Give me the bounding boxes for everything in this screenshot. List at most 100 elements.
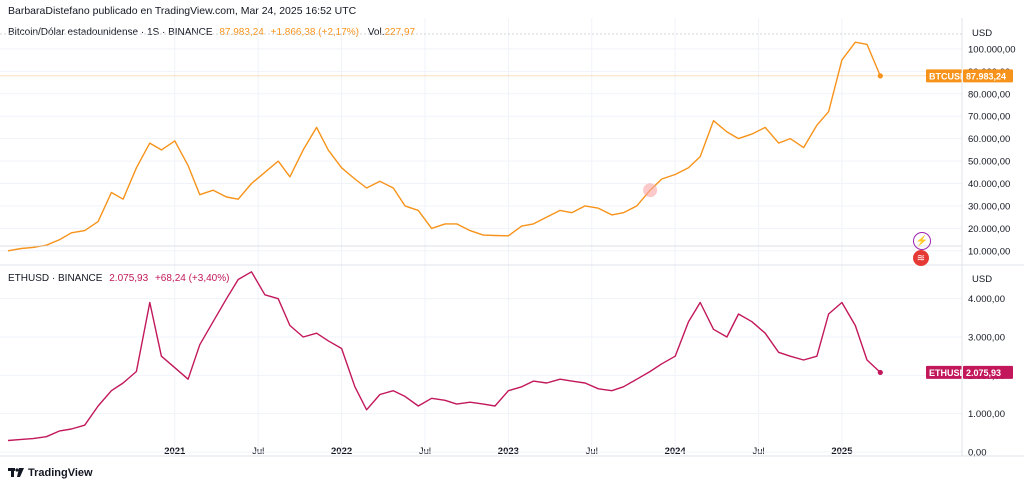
eth-data-point: [816, 356, 817, 357]
eth-price-tag: [963, 365, 1013, 379]
btc-data-point: [751, 134, 752, 135]
btc-data-point: [393, 187, 394, 188]
eth-data-point: [790, 356, 791, 357]
btc-legend: Bitcoin/Dólar estadounidense · 1S · BINA…: [8, 27, 415, 38]
btc-y-tick-label: 30.000,00: [968, 201, 1010, 212]
btc-event-marker[interactable]: [643, 183, 658, 198]
btc-data-point: [623, 212, 624, 213]
eth-data-point: [289, 325, 290, 326]
btc-symbol-tag-label: BTCUSD: [929, 71, 967, 81]
eth-data-point: [726, 336, 727, 337]
btc-data-point: [238, 199, 239, 200]
eth-data-point: [97, 405, 98, 406]
eth-data-point: [803, 359, 804, 360]
btc-price: 87.983,24: [219, 27, 264, 38]
eth-data-point: [650, 371, 651, 372]
eth-data-point: [841, 302, 842, 303]
eth-pane: USD0,001.000,002.000,003.000,004.000,00E…: [0, 271, 1013, 459]
eth-data-point: [71, 428, 72, 429]
btc-data-point: [328, 149, 329, 150]
btc-data-point: [726, 131, 727, 132]
eth-data-point: [559, 379, 560, 380]
eth-data-point: [238, 279, 239, 280]
eth-data-point: [84, 425, 85, 426]
btc-symbol[interactable]: Bitcoin/Dólar estadounidense · 1S · BINA…: [8, 27, 213, 38]
btc-data-point: [700, 156, 701, 157]
btc-volume-label: Vol.: [367, 27, 385, 38]
eth-data-point: [366, 409, 367, 410]
eth-data-point: [7, 440, 8, 441]
eth-data-point: [738, 313, 739, 314]
eth-symbol[interactable]: ETHUSD · BINANCE: [8, 273, 103, 284]
btc-data-point: [149, 143, 150, 144]
btc-data-point: [521, 226, 522, 227]
eth-data-point: [623, 386, 624, 387]
btc-data-point: [546, 217, 547, 218]
btc-y-tick-label: 60.000,00: [968, 134, 1010, 145]
btc-data-point: [611, 214, 612, 215]
eth-y-tick-label: 0,00: [968, 448, 987, 459]
btc-data-point: [571, 212, 572, 213]
eth-data-point: [546, 382, 547, 383]
eth-data-point: [533, 380, 534, 381]
btc-volume-value: 227,97: [384, 27, 416, 38]
btc-data-point: [765, 127, 766, 128]
btc-data-point: [855, 42, 856, 43]
eth-y-tick-label: 1.000,00: [968, 409, 1005, 420]
eth-data-point: [571, 380, 572, 381]
btc-y-tick-label: 10.000,00: [968, 246, 1010, 257]
eth-data-point: [456, 403, 457, 404]
btc-y-tick-label: 20.000,00: [968, 224, 1010, 235]
eth-data-point: [174, 367, 175, 368]
eth-series-line[interactable]: [7, 271, 881, 442]
flag-icon[interactable]: ≋: [913, 250, 929, 266]
tradingview-logo-icon: [8, 468, 24, 478]
flash-icon[interactable]: ⚡: [913, 232, 931, 250]
btc-data-point: [675, 174, 676, 175]
eth-data-point: [713, 329, 714, 330]
btc-data-point: [469, 230, 470, 231]
eth-data-point: [32, 438, 33, 439]
btc-data-point: [559, 210, 560, 211]
btc-data-point: [738, 138, 739, 139]
eth-price-tag-label: 2.075,93: [966, 368, 1001, 378]
btc-data-point: [188, 165, 189, 166]
btc-data-point: [199, 194, 200, 195]
btc-data-point: [803, 147, 804, 148]
eth-price: 2.075,93: [109, 273, 149, 284]
btc-data-point: [71, 232, 72, 233]
btc-data-point: [46, 245, 47, 246]
btc-data-point: [841, 60, 842, 61]
eth-data-point: [213, 321, 214, 322]
btc-y-tick-label: 50.000,00: [968, 157, 1010, 168]
btc-data-point: [316, 127, 317, 128]
btc-data-point: [494, 235, 495, 236]
eth-data-point: [278, 298, 279, 299]
eth-data-point: [393, 390, 394, 391]
eth-data-point: [494, 405, 495, 406]
btc-data-point: [161, 149, 162, 150]
btc-data-point: [404, 205, 405, 206]
btc-data-point: [174, 140, 175, 141]
eth-symbol-tag-label: ETHUSD: [929, 368, 967, 378]
eth-data-point: [418, 405, 419, 406]
btc-data-point: [111, 192, 112, 193]
eth-data-point: [584, 382, 585, 383]
btc-series-line[interactable]: [7, 41, 881, 252]
eth-data-point: [828, 313, 829, 314]
footer-brand: TradingView: [28, 467, 93, 479]
eth-data-point: [46, 436, 47, 437]
btc-data-point: [354, 178, 355, 179]
btc-data-point: [661, 178, 662, 179]
btc-data-point: [456, 223, 457, 224]
eth-data-point: [431, 398, 432, 399]
eth-data-point: [661, 363, 662, 364]
btc-change: +1.866,38 (+2,17%): [270, 27, 360, 38]
eth-data-point: [21, 439, 22, 440]
btc-data-point: [289, 176, 290, 177]
btc-data-point: [431, 228, 432, 229]
eth-data-point: [700, 302, 701, 303]
btc-data-point: [379, 181, 380, 182]
eth-data-point: [765, 333, 766, 334]
